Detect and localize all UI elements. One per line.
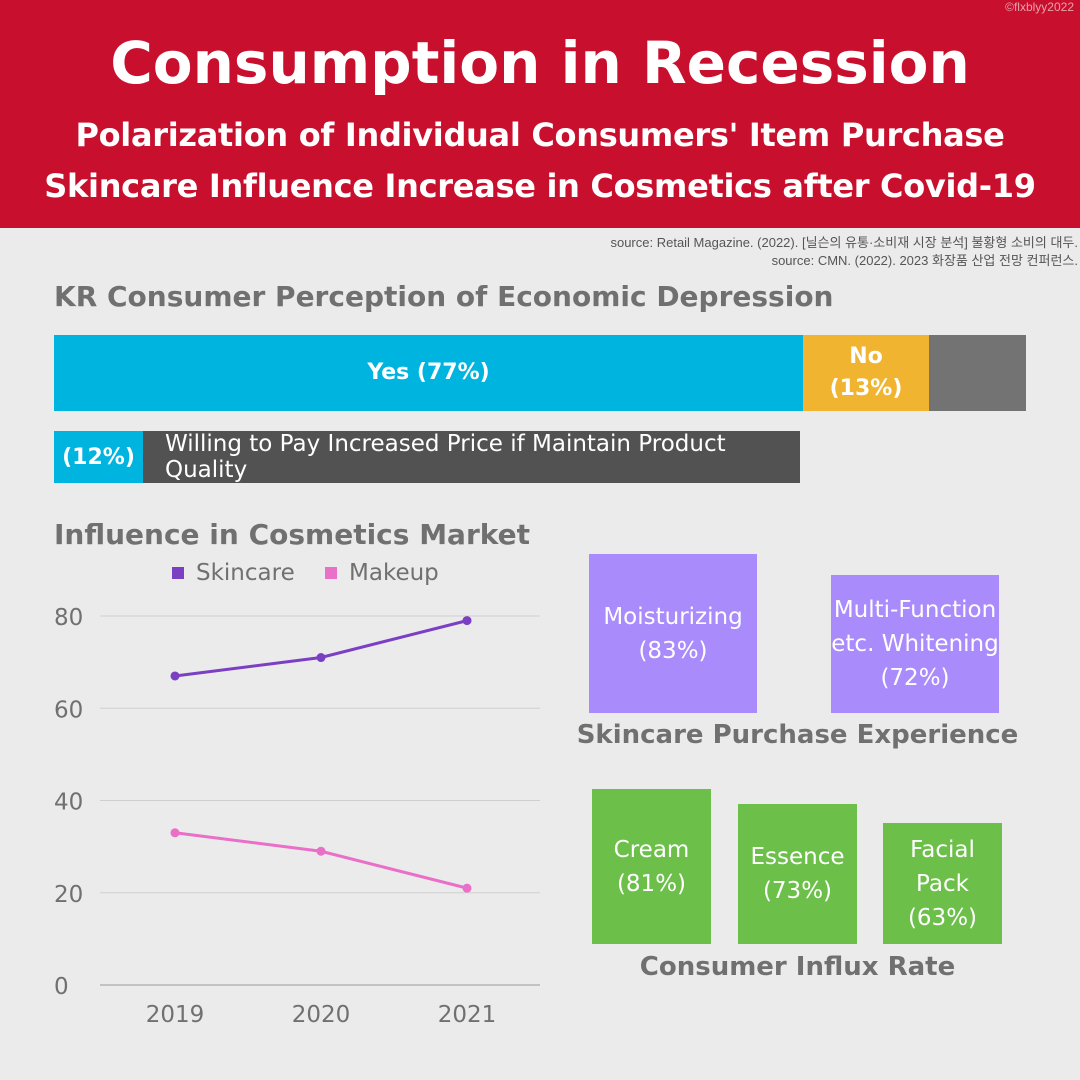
box-facial-pack: Facial Pack (63%)	[883, 823, 1002, 944]
box-label-cream: Cream	[613, 836, 690, 863]
box-pct-essence: (73%)	[762, 878, 833, 904]
box-label-facial-pack: Facial Pack	[910, 836, 975, 897]
data-point-skincare	[170, 671, 180, 681]
box-cream: Cream (81%)	[592, 789, 711, 944]
skincare-purchase-title: Skincare Purchase Experience	[576, 720, 1019, 750]
subtitle-2: Skincare Influence Increase in Cosmetics…	[44, 167, 1036, 205]
bar-segment-yes: Yes (77%)	[54, 335, 803, 411]
legend-makeup: Makeup	[325, 560, 439, 586]
data-point-skincare	[316, 653, 326, 663]
legend-swatch-makeup	[325, 567, 337, 579]
x-tick-label: 2021	[438, 1002, 497, 1028]
y-tick-label: 20	[54, 882, 83, 908]
subtitle-1: Polarization of Individual Consumers' It…	[75, 116, 1005, 154]
bar-segment-other	[929, 335, 1026, 411]
y-tick-label: 0	[54, 974, 69, 1000]
bar-segment-no: No (13%)	[803, 335, 929, 411]
box-pct-cream: (81%)	[616, 870, 687, 897]
source-2: source: CMN. (2022). 2023 화장품 산업 전망 컨퍼런스…	[771, 253, 1078, 268]
y-tick-label: 40	[54, 790, 83, 816]
data-point-skincare	[462, 616, 472, 626]
box-label-moisturizing: Moisturizing	[603, 603, 743, 630]
box-label-multi-function: Multi-Function etc. Whitening	[831, 597, 999, 657]
box-moisturizing: Moisturizing (83%)	[589, 554, 757, 713]
influence-title: Influence in Cosmetics Market	[54, 518, 530, 551]
line-chart: 0 20 40 60 80 2019 2020 2021	[54, 605, 540, 1028]
legend-skincare: Skincare	[172, 560, 295, 586]
credit: ©flxblyy2022	[1005, 0, 1074, 14]
y-tick-label: 60	[54, 697, 83, 723]
wtp-percent: (12%)	[54, 431, 143, 483]
box-pct-facial-pack: (63%)	[907, 904, 978, 931]
box-multi-function: Multi-Function etc. Whitening (72%)	[831, 575, 999, 713]
influx-title: Consumer Influx Rate	[639, 952, 956, 982]
box-label-essence: Essence	[750, 844, 845, 870]
box-pct-multi-function: (72%)	[880, 665, 950, 691]
x-tick-label: 2020	[292, 1002, 351, 1028]
legend-swatch-skincare	[172, 567, 184, 579]
header-banner: ©flxblyy2022 Consumption in Recession Po…	[0, 0, 1080, 228]
legend-label-makeup: Makeup	[349, 560, 439, 586]
page-title: Consumption in Recession	[110, 29, 970, 97]
series-line-skincare	[174, 619, 468, 678]
perception-title: KR Consumer Perception of Economic Depre…	[54, 280, 834, 313]
box-pct-moisturizing: (83%)	[638, 637, 708, 664]
data-point-makeup	[462, 883, 472, 893]
box-essence: Essence (73%)	[738, 804, 857, 944]
bar-label-yes: Yes (77%)	[367, 360, 490, 385]
series-line-makeup	[174, 831, 468, 890]
wtp-label: Willing to Pay Increased Price if Mainta…	[143, 431, 800, 483]
y-tick-label: 80	[54, 605, 83, 631]
bar-label-no: No (13%)	[829, 344, 903, 401]
data-point-makeup	[316, 846, 326, 856]
legend-label-skincare: Skincare	[196, 560, 295, 586]
source-1: source: Retail Magazine. (2022). [닐슨의 유통…	[610, 235, 1078, 250]
x-tick-label: 2019	[146, 1002, 205, 1028]
data-point-makeup	[170, 828, 180, 838]
